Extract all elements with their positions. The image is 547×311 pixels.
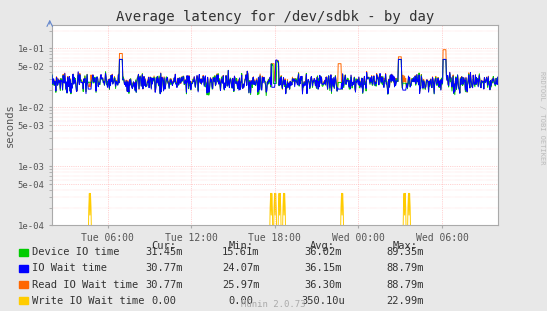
Text: 36.02m: 36.02m bbox=[304, 247, 341, 257]
Text: Read IO Wait time: Read IO Wait time bbox=[32, 280, 138, 290]
Text: Avg:: Avg: bbox=[310, 241, 335, 251]
Text: 30.77m: 30.77m bbox=[146, 263, 183, 273]
Text: 89.35m: 89.35m bbox=[386, 247, 423, 257]
Text: Device IO time: Device IO time bbox=[32, 247, 119, 257]
Text: IO Wait time: IO Wait time bbox=[32, 263, 107, 273]
Text: Min:: Min: bbox=[228, 241, 253, 251]
Text: Max:: Max: bbox=[392, 241, 417, 251]
Text: 22.99m: 22.99m bbox=[386, 296, 423, 306]
Text: 15.61m: 15.61m bbox=[222, 247, 259, 257]
Text: Write IO Wait time: Write IO Wait time bbox=[32, 296, 144, 306]
Text: 25.97m: 25.97m bbox=[222, 280, 259, 290]
Text: 0.00: 0.00 bbox=[152, 296, 177, 306]
Text: 350.10u: 350.10u bbox=[301, 296, 345, 306]
Text: 88.79m: 88.79m bbox=[386, 280, 423, 290]
Text: 36.15m: 36.15m bbox=[304, 263, 341, 273]
Title: Average latency for /dev/sdbk - by day: Average latency for /dev/sdbk - by day bbox=[116, 10, 434, 24]
Text: 24.07m: 24.07m bbox=[222, 263, 259, 273]
Text: Cur:: Cur: bbox=[152, 241, 177, 251]
Text: 31.45m: 31.45m bbox=[146, 247, 183, 257]
Text: Munin 2.0.73: Munin 2.0.73 bbox=[241, 300, 306, 309]
Text: 0.00: 0.00 bbox=[228, 296, 253, 306]
Text: 30.77m: 30.77m bbox=[146, 280, 183, 290]
Y-axis label: seconds: seconds bbox=[5, 103, 15, 147]
Text: 36.30m: 36.30m bbox=[304, 280, 341, 290]
Text: 88.79m: 88.79m bbox=[386, 263, 423, 273]
Text: RRDTOOL / TOBI OETIKER: RRDTOOL / TOBI OETIKER bbox=[539, 72, 545, 165]
